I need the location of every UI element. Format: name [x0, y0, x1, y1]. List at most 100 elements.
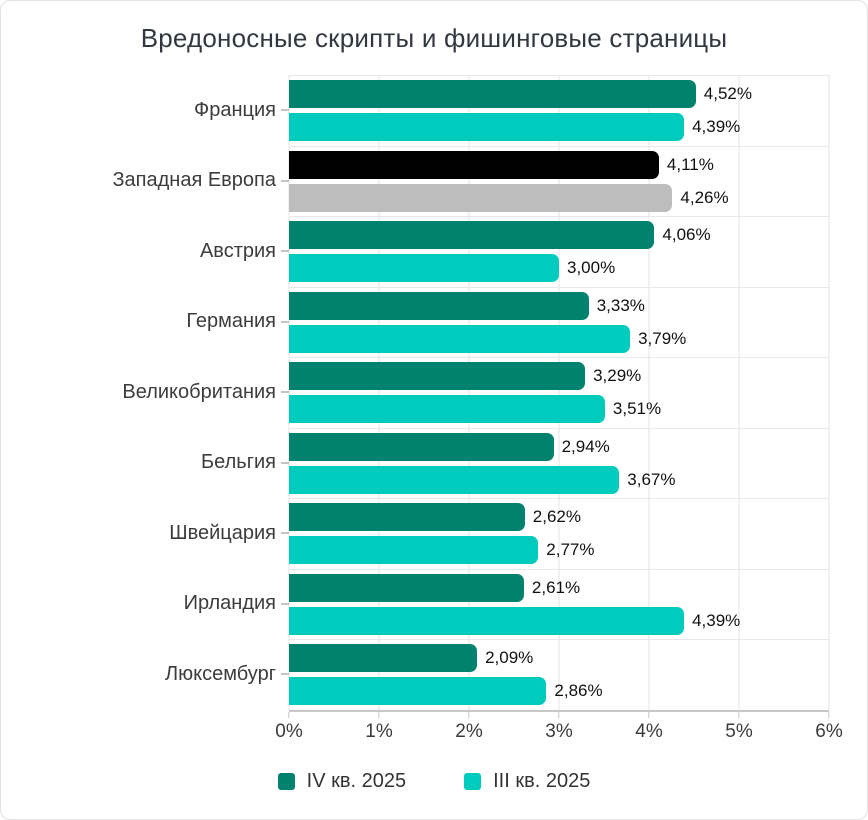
category-label: Австрия	[199, 239, 276, 262]
bar-q4	[289, 221, 655, 250]
bar-q3	[289, 677, 547, 706]
legend-label: IV кв. 2025	[306, 769, 407, 792]
bar-group: 2,62% 2,77%	[289, 498, 829, 569]
category-label: Западная Европа	[112, 169, 276, 192]
category-tick	[281, 250, 289, 253]
bar-q3	[289, 606, 685, 635]
bar-line: 2,77%	[289, 536, 829, 565]
category-tick	[281, 602, 289, 605]
value-label: 2,61%	[531, 577, 581, 597]
legend-item: IV кв. 2025	[277, 769, 407, 793]
x-tick-mark	[558, 711, 560, 718]
value-label: 2,09%	[485, 648, 534, 668]
value-label: 3,00%	[567, 258, 616, 278]
value-label: 4,52%	[703, 84, 752, 104]
value-label: 4,06%	[662, 225, 711, 245]
bar-group: 3,29% 3,51%	[289, 357, 829, 428]
bar-q4	[289, 80, 696, 109]
bar-group: 4,52% 4,39%	[289, 75, 829, 146]
legend-swatch	[464, 772, 482, 790]
bar-q3	[289, 254, 559, 283]
bar-q3	[289, 183, 673, 212]
category-label: Германия	[186, 310, 276, 333]
x-tick-label: 2%	[455, 720, 483, 742]
value-label: 2,62%	[532, 507, 581, 527]
x-tick-mark	[828, 711, 830, 718]
plot-area: Франция 4,52% 4,39% Западная Европа 4,11% 4,2…	[1, 75, 867, 710]
x-tick-mark	[378, 711, 380, 718]
x-tick: 4%	[635, 711, 663, 743]
category-tick	[281, 109, 289, 112]
bar-line: 4,26%	[289, 183, 829, 212]
chart-title: Вредоносные скрипты и фишинговые страниц…	[140, 23, 728, 53]
bar-line: 3,67%	[289, 465, 829, 494]
chart-row: Люксембург 2,09% 2,86%	[1, 639, 867, 710]
value-label: 3,51%	[612, 399, 662, 419]
bar-group: 2,94% 3,67%	[289, 427, 829, 499]
bar-group: 4,06% 3,00%	[289, 216, 829, 287]
bar-q3	[289, 536, 539, 565]
bar-q4	[289, 573, 524, 602]
chart-row: Западная Европа 4,11% 4,26%	[1, 145, 867, 217]
x-tick-label: 6%	[815, 720, 843, 742]
category-cell: Австрия	[1, 216, 289, 287]
category-label: Люксембург	[165, 662, 276, 685]
legend-item: III кв. 2025	[464, 770, 590, 793]
bar-q4	[289, 150, 659, 179]
x-tick-label: 1%	[365, 720, 393, 742]
bar-q4	[289, 503, 525, 532]
chart-row: Ирландия 2,61% 4,39%	[1, 568, 867, 640]
chart-row: Великобритания 3,29% 3,51%	[1, 357, 867, 428]
value-label: 2,77%	[546, 540, 595, 560]
bar-group: 3,33% 3,79%	[289, 286, 829, 358]
chart-row: Швейцария 2,62% 2,77%	[1, 498, 867, 569]
x-tick-label: 5%	[725, 720, 753, 742]
x-tick-mark	[648, 711, 650, 718]
category-cell: Люксембург	[1, 639, 289, 710]
category-cell: Западная Европа	[1, 146, 289, 217]
x-tick-mark	[288, 711, 290, 718]
x-tick: 3%	[545, 711, 573, 743]
value-label: 3,67%	[627, 469, 676, 489]
category-tick	[281, 532, 289, 535]
category-label: Франция	[194, 98, 276, 121]
bar-line: 3,79%	[289, 324, 829, 353]
bar-group: 4,11% 4,26%	[289, 145, 829, 217]
x-tick-mark	[468, 711, 470, 718]
x-tick-label: 0%	[275, 720, 303, 742]
category-cell: Бельгия	[1, 428, 289, 499]
category-tick	[281, 673, 289, 676]
bar-line: 2,62%	[289, 503, 829, 532]
x-tick: 5%	[725, 711, 753, 743]
chart-row: Бельгия 2,94% 3,67%	[1, 427, 867, 499]
x-tick-label: 3%	[545, 720, 573, 742]
category-cell: Франция	[1, 75, 289, 146]
category-cell: Ирландия	[1, 569, 289, 640]
chart-row: Австрия 4,06% 3,00%	[1, 216, 867, 287]
bar-group: 2,09% 2,86%	[289, 639, 829, 710]
value-label: 3,33%	[596, 295, 645, 315]
legend-label: III кв. 2025	[493, 769, 591, 792]
category-tick	[281, 391, 289, 394]
category-label: Швейцария	[169, 521, 276, 544]
x-tick: 2%	[455, 711, 483, 743]
value-label: 4,26%	[680, 187, 729, 207]
x-tick-mark	[738, 711, 740, 718]
value-label: 4,39%	[692, 610, 741, 630]
legend: IV кв. 2025 III кв. 2025	[1, 770, 867, 793]
value-label: 4,11%	[666, 154, 714, 174]
category-tick	[281, 320, 289, 323]
category-label: Ирландия	[183, 592, 276, 615]
chart-row: Франция 4,52% 4,39%	[1, 75, 867, 146]
category-cell: Швейцария	[1, 498, 289, 569]
x-tick-label: 4%	[635, 720, 663, 742]
bar-q3	[289, 113, 685, 142]
category-tick	[281, 179, 289, 182]
bar-line: 4,39%	[289, 606, 829, 635]
bar-q4	[289, 362, 586, 391]
bar-line: 3,00%	[289, 254, 829, 283]
value-label: 4,39%	[692, 117, 741, 137]
bar-line: 4,06%	[289, 221, 829, 250]
bar-line: 2,09%	[289, 644, 829, 673]
